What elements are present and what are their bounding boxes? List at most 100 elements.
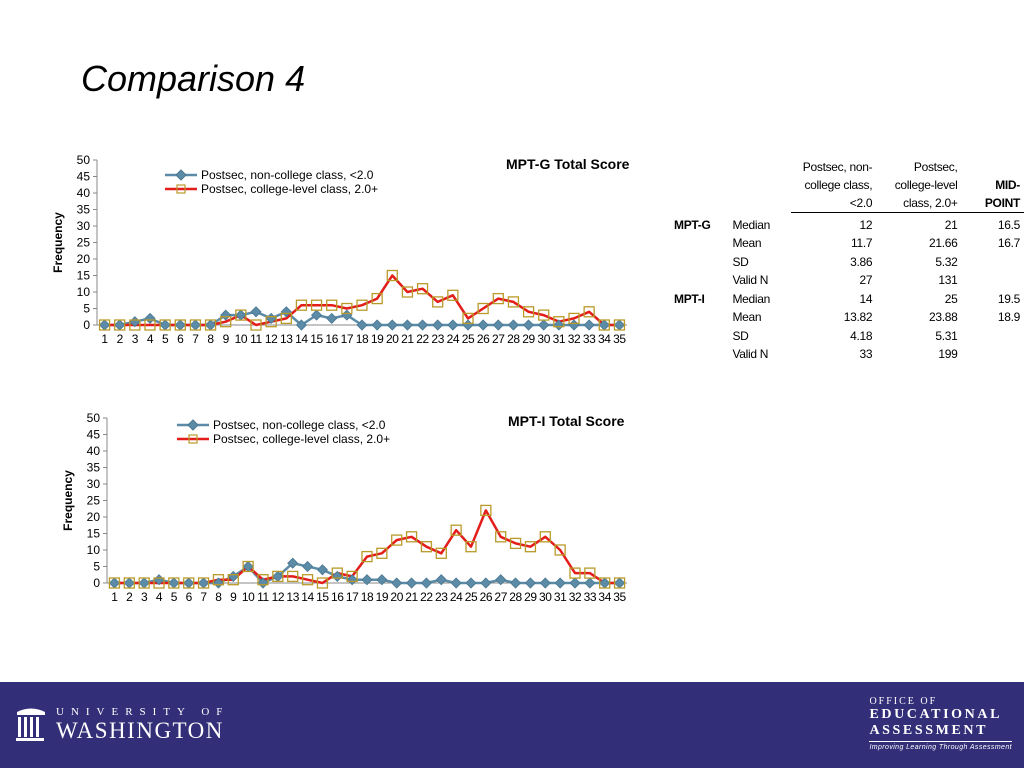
x-tick-label: 35 bbox=[613, 590, 626, 604]
data-point-non-college bbox=[477, 319, 489, 331]
data-point-college bbox=[272, 570, 284, 583]
data-point-non-college bbox=[568, 319, 580, 331]
legend-square-marker bbox=[177, 434, 209, 444]
table-cell-midpoint: 18.9 bbox=[997, 310, 1020, 324]
chart-title: MPT-I Total Score bbox=[508, 413, 625, 429]
data-point-non-college bbox=[510, 577, 522, 589]
header-line: college class, bbox=[804, 178, 873, 192]
data-point-college bbox=[495, 531, 507, 543]
table-cell-group bbox=[670, 232, 724, 251]
uw-column-icon bbox=[16, 708, 45, 741]
data-point-college bbox=[391, 534, 403, 546]
data-point-college bbox=[447, 289, 459, 301]
data-point-non-college bbox=[346, 574, 358, 586]
data-point-non-college bbox=[614, 577, 626, 589]
x-tick-label: 26 bbox=[477, 332, 490, 346]
x-tick-label: 22 bbox=[416, 332, 429, 346]
data-point-non-college bbox=[183, 577, 195, 589]
summary-stats-table: Postsec, non- college class, <2.0 Postse… bbox=[670, 158, 1024, 361]
oea-line3: ASSESSMENT bbox=[869, 723, 989, 738]
data-point-non-college bbox=[613, 319, 625, 331]
x-tick-label: 17 bbox=[346, 590, 359, 604]
data-point-college bbox=[435, 547, 447, 559]
table-cell-non-college: 33 bbox=[859, 347, 873, 361]
x-tick-label: 13 bbox=[280, 332, 293, 346]
data-point-college bbox=[477, 302, 489, 315]
header-line: MID- bbox=[995, 178, 1020, 192]
y-tick-label: 15 bbox=[77, 269, 91, 283]
data-point-non-college bbox=[316, 564, 328, 576]
data-point-non-college bbox=[495, 574, 507, 586]
data-point-non-college bbox=[480, 577, 492, 589]
x-tick-label: 16 bbox=[331, 590, 344, 604]
x-tick-label: 11 bbox=[257, 590, 269, 604]
data-point-college bbox=[401, 286, 414, 298]
y-tick-label: 0 bbox=[93, 576, 100, 590]
data-point-college bbox=[153, 577, 165, 589]
x-tick-label: 34 bbox=[598, 332, 611, 346]
uw-line2: WASHINGTON bbox=[56, 718, 224, 743]
x-tick-label: 4 bbox=[147, 332, 154, 346]
slide-title: Comparison 4 bbox=[81, 58, 306, 99]
data-point-non-college bbox=[280, 306, 292, 318]
x-tick-label: 20 bbox=[390, 590, 403, 604]
uw-wordmark: UNIVERSITY OF WASHINGTON bbox=[56, 706, 229, 744]
data-point-college bbox=[212, 574, 225, 586]
data-point-college bbox=[507, 296, 520, 308]
data-point-college bbox=[599, 577, 611, 589]
x-tick-label: 31 bbox=[553, 332, 566, 346]
table-header-midpoint: MID- POINT bbox=[961, 158, 1024, 213]
legend-item-non-college: Postsec, non-college class, <2.0 bbox=[177, 418, 390, 432]
data-point-college bbox=[462, 312, 474, 325]
x-tick-label: 2 bbox=[126, 590, 133, 604]
data-point-college bbox=[539, 531, 551, 543]
uw-line1: UNIVERSITY OF bbox=[56, 706, 230, 718]
table-row: Valid N 33 199 bbox=[670, 343, 1024, 361]
table-row: Mean 13.82 23.88 18.9 bbox=[670, 306, 1024, 324]
y-tick-label: 30 bbox=[87, 477, 101, 491]
table-cell-stat: SD bbox=[732, 254, 749, 269]
x-tick-label: 5 bbox=[162, 332, 169, 346]
x-tick-label: 32 bbox=[568, 332, 581, 346]
table-body: MPT-G Median 12 21 16.5 Mean 11.7 21.66 16.7 SD 3.… bbox=[670, 213, 1024, 362]
table-cell-midpoint bbox=[962, 250, 1024, 269]
table-row: Mean 11.7 21.66 16.7 bbox=[670, 232, 1024, 251]
data-point-non-college bbox=[287, 557, 299, 569]
header-line: college-level bbox=[894, 178, 958, 192]
table-cell-college: 5.31 bbox=[935, 328, 958, 343]
legend-label: Postsec, college-level class, 2.0+ bbox=[213, 432, 391, 446]
data-point-non-college bbox=[539, 577, 551, 589]
oea-line1: OFFICE OF bbox=[869, 696, 938, 707]
data-point-college bbox=[613, 577, 626, 589]
table-cell-midpoint: 19.5 bbox=[997, 291, 1020, 306]
legend-diamond-marker bbox=[177, 419, 209, 431]
table-header-college: Postsec, college-level class, 2.0+ bbox=[876, 158, 962, 213]
data-point-college bbox=[265, 316, 277, 328]
chart-mpt-g: 0 5 10 15 20 25 30 35 40 45 50 1 2 3 4 5 6 7 8 9 10 11 12 13 14 1… bbox=[50, 150, 650, 360]
data-point-non-college bbox=[524, 577, 536, 589]
data-point-college bbox=[183, 577, 195, 589]
data-point-college bbox=[341, 302, 353, 315]
data-point-college bbox=[310, 299, 323, 311]
y-tick-label: 45 bbox=[87, 428, 101, 442]
x-tick-label: 20 bbox=[386, 332, 399, 346]
data-point-college bbox=[416, 283, 429, 295]
data-point-college bbox=[522, 306, 535, 318]
data-point-college bbox=[450, 524, 462, 536]
data-point-non-college bbox=[356, 319, 368, 331]
data-point-college bbox=[220, 316, 232, 328]
data-point-college bbox=[98, 319, 111, 331]
table-row: SD 3.86 5.32 bbox=[670, 250, 1024, 269]
data-point-college bbox=[569, 567, 581, 579]
table-cell-non-college: 27 bbox=[859, 273, 873, 287]
table-cell-group: MPT-I bbox=[674, 291, 705, 306]
data-point-college bbox=[257, 574, 269, 586]
data-point-non-college bbox=[432, 319, 444, 331]
y-tick-label: 20 bbox=[87, 510, 101, 524]
x-tick-label: 14 bbox=[301, 590, 314, 604]
x-tick-label: 23 bbox=[435, 590, 448, 604]
data-point-college bbox=[583, 306, 595, 318]
x-tick-label: 10 bbox=[242, 590, 255, 604]
data-point-college bbox=[480, 504, 492, 517]
data-point-college bbox=[568, 312, 580, 325]
